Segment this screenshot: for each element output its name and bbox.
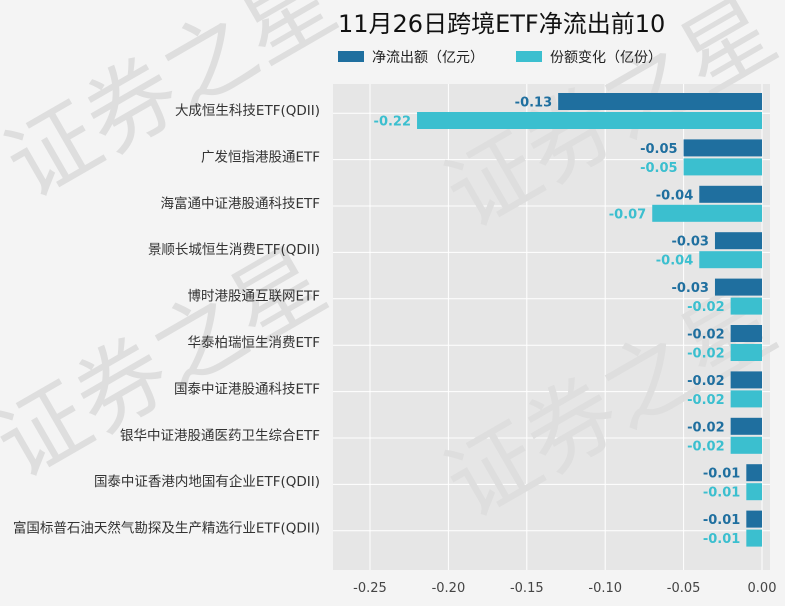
data-label: -0.05 [640,161,677,176]
data-label: -0.13 [515,96,552,111]
data-label: -0.02 [687,439,724,454]
category-label: 富国标普石油天然气勘探及生产精选行业ETF(QDII) [13,520,320,537]
chart-title: 11月26日跨境ETF净流出前10 [338,10,665,38]
x-tick-labels: -0.25 -0.20 -0.15 -0.10 -0.05 0.00 [353,581,776,596]
bar [746,511,762,528]
bar [684,139,762,156]
legend-swatch [516,51,542,62]
category-label: 国泰中证香港内地国有企业ETF(QDII) [94,473,320,490]
bar [731,418,762,435]
bar [417,112,762,129]
category-label: 华泰柏瑞恒生消费ETF [187,335,320,351]
category-label: 大成恒生科技ETF(QDII) [175,103,320,119]
category-label: 银华中证港股通医药卫生综合ETF [120,428,320,444]
data-label: -0.02 [687,374,724,389]
data-label: -0.07 [609,207,646,222]
bar [746,464,762,481]
x-tick-label: -0.05 [667,581,701,596]
data-label: -0.01 [703,486,740,501]
category-label: 景顺长城恒生消费ETF(QDII) [148,242,320,258]
data-label: -0.02 [687,347,724,362]
bar [715,279,762,296]
bar [731,325,762,342]
category-label: 海富通中证港股通科技ETF [160,195,320,212]
data-label: -0.04 [656,254,693,269]
bar [558,93,762,110]
x-tick-label: -0.15 [510,581,544,596]
data-label: -0.02 [687,328,724,343]
category-label: 国泰中证港股通科技ETF [174,381,320,397]
legend-label: 份额变化（亿份） [550,50,662,66]
data-label: -0.02 [687,300,724,315]
x-tick-label: 0.00 [748,581,777,596]
data-label: -0.03 [671,235,708,250]
legend: 净流出额（亿元） 份额变化（亿份） [338,50,662,66]
bar [731,298,762,315]
x-tick-label: -0.10 [588,581,622,596]
bar [731,437,762,454]
data-label: -0.05 [640,142,677,157]
data-label: -0.04 [656,188,693,203]
bar [731,390,762,407]
data-label: -0.02 [687,420,724,435]
bar [715,232,762,249]
x-tick-label: -0.20 [432,581,466,596]
bar [699,251,762,268]
bar [746,530,762,547]
bar [684,158,762,175]
data-label: -0.01 [703,467,740,482]
data-label: -0.22 [374,115,411,130]
x-tick-label: -0.25 [353,581,387,596]
legend-label: 净流出额（亿元） [372,50,484,66]
data-label: -0.02 [687,393,724,408]
bar [731,344,762,361]
bar [731,371,762,388]
bar [652,205,762,222]
bar [746,483,762,500]
data-label: -0.03 [671,281,708,296]
category-label: 博时港股通互联网ETF [187,288,320,305]
data-label: -0.01 [703,532,740,547]
data-label: -0.01 [703,513,740,528]
category-label: 广发恒指港股通ETF [201,149,320,165]
bar [699,186,762,203]
watermark-text: 证券之星 [0,228,343,499]
chart: 证券之星 证券之星证券之星 证券之星 11月26日跨境ETF净流出前10 净流出额（… [0,0,785,606]
legend-swatch [338,51,364,62]
